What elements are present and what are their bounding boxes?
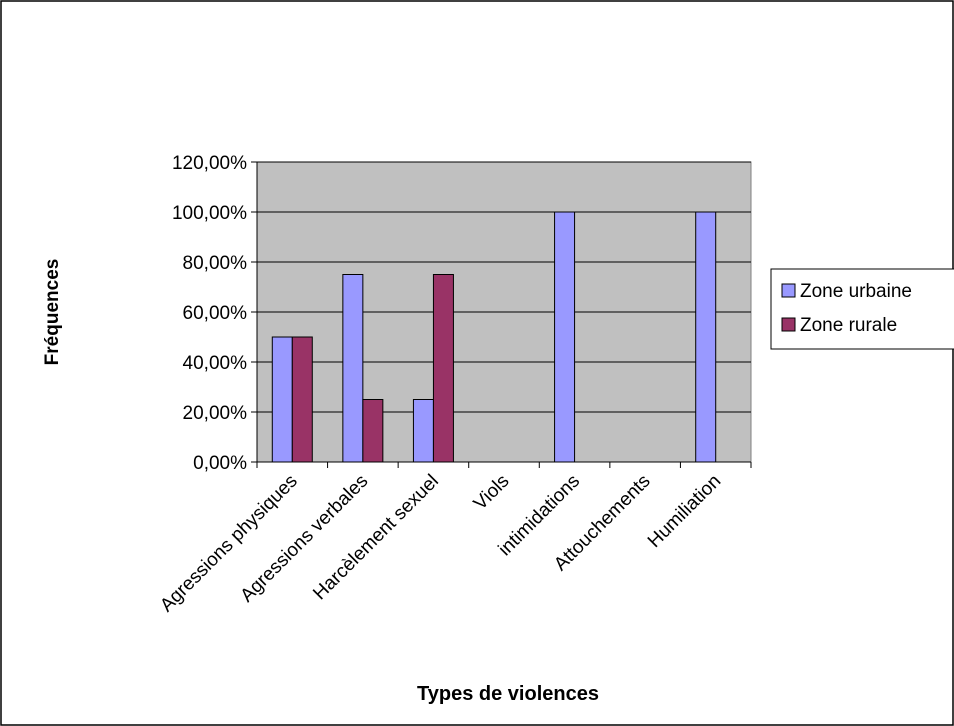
bar-zone-urbaine <box>271 336 293 463</box>
bar-zone-urbaine <box>412 399 434 463</box>
bars <box>271 211 717 463</box>
y-axis-title: Fréquences <box>42 259 63 366</box>
legend-box <box>770 268 954 350</box>
legend-swatch <box>781 283 796 298</box>
y-tick-label: 0,00% <box>193 453 247 474</box>
y-tick-label: 120,00% <box>172 153 247 174</box>
bar-zone-urbaine <box>695 211 717 463</box>
y-tick-label: 60,00% <box>183 303 248 324</box>
legend-swatch <box>781 317 796 332</box>
bar-zone-urbaine <box>342 274 364 463</box>
legend-label: Zone rurale <box>800 315 897 336</box>
legend-label: Zone urbaine <box>800 281 912 302</box>
axes <box>251 161 752 468</box>
y-tick-label: 100,00% <box>172 203 247 224</box>
bar-zone-urbaine <box>554 211 576 463</box>
y-tick-label: 20,00% <box>183 403 248 424</box>
x-axis-title: Types de violences <box>417 683 599 705</box>
bar-zone-rurale <box>291 336 313 463</box>
y-tick-label: 80,00% <box>183 253 248 274</box>
legend: Zone urbaine Zone rurale <box>770 268 954 350</box>
bar-zone-rurale <box>362 399 384 463</box>
y-tick-label: 40,00% <box>183 353 248 374</box>
y-tick-labels: 0,00% 20,00% 40,00% 60,00% 80,00% 100,00% 120,… <box>172 153 247 474</box>
gridlines <box>257 161 751 413</box>
bar-zone-rurale <box>432 274 454 463</box>
